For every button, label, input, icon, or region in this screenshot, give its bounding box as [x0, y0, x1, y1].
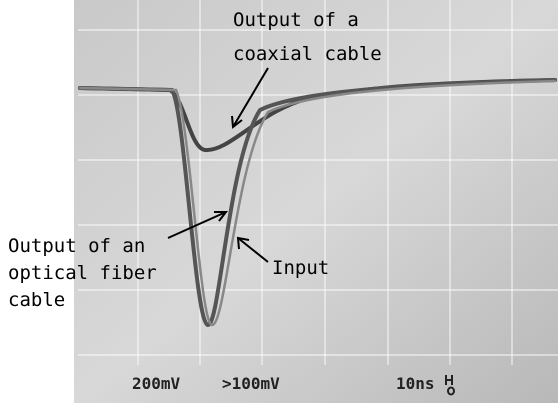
- annotation: Input: [272, 257, 329, 279]
- annotation: optical fiber: [8, 262, 157, 284]
- readout: 10ns: [396, 374, 435, 393]
- annotation: cable: [8, 289, 65, 311]
- annotation: coaxial cable: [233, 43, 382, 65]
- readout: >100mV: [222, 374, 280, 393]
- annotation: Output of a: [233, 9, 359, 31]
- page: Output of a coaxial cable Output of an o…: [0, 0, 558, 403]
- annotation: Output of an: [8, 235, 145, 257]
- readout: 200mV: [132, 374, 181, 393]
